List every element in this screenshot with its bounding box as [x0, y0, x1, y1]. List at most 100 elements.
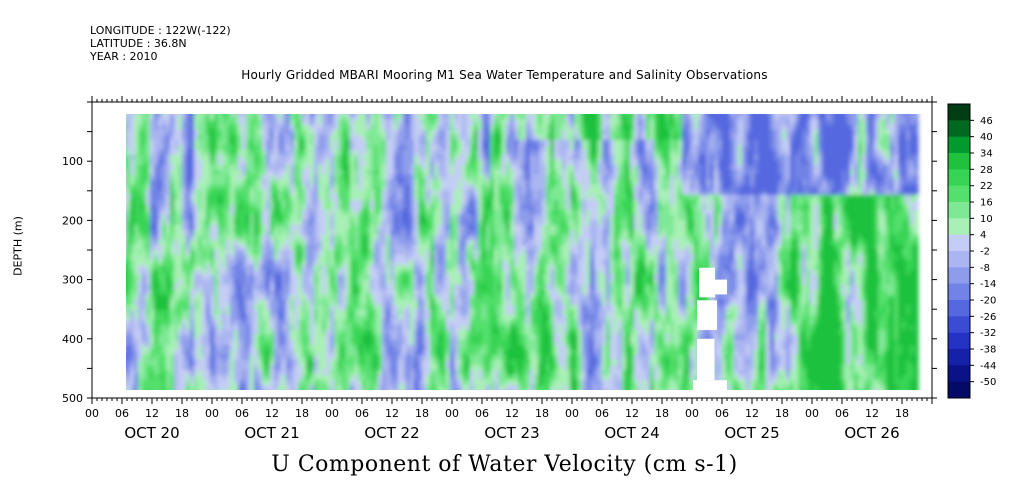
heatmap-cell [166, 114, 171, 116]
heatmap-cell [402, 289, 407, 296]
heatmap-cell [158, 379, 163, 386]
heatmap-cell [186, 314, 191, 321]
heatmap-cell [374, 344, 379, 351]
heatmap-cell [430, 289, 435, 296]
heatmap-cell [326, 294, 331, 301]
heatmap-cell [222, 254, 227, 261]
heatmap-cell [358, 299, 363, 306]
heatmap-cell [174, 189, 179, 196]
heatmap-cell [302, 219, 307, 226]
heatmap-cell [382, 324, 387, 331]
heatmap-cell [146, 269, 151, 276]
heatmap-cell [310, 164, 315, 171]
heatmap-cell [410, 284, 415, 291]
heatmap-cell [222, 304, 227, 311]
heatmap-cell [302, 349, 307, 356]
heatmap-cell [334, 239, 339, 246]
heatmap-cell [438, 219, 443, 226]
heatmap-cell [254, 239, 259, 246]
heatmap-cell [134, 369, 139, 376]
heatmap-cell [370, 249, 375, 256]
heatmap-cell [154, 209, 159, 216]
heatmap-cell [206, 189, 211, 196]
heatmap-cell [254, 364, 259, 371]
heatmap-cell [342, 159, 347, 166]
heatmap-cell [154, 314, 159, 321]
heatmap-cell [294, 269, 299, 276]
heatmap-cell [234, 229, 239, 236]
heatmap-cell [394, 164, 399, 171]
heatmap-cell [362, 114, 367, 121]
heatmap-cell [326, 204, 331, 211]
heatmap-cell [202, 149, 207, 156]
heatmap-cell [154, 284, 159, 291]
heatmap-cell [150, 349, 155, 356]
heatmap-cell [298, 264, 303, 271]
heatmap-cell [242, 184, 247, 191]
heatmap-cell [310, 359, 315, 366]
heatmap-cell [150, 384, 155, 390]
heatmap-cell [326, 214, 331, 221]
heatmap-cell [310, 354, 315, 361]
heatmap-cell [294, 169, 299, 176]
heatmap-cell [266, 264, 271, 271]
heatmap-cell [234, 134, 239, 141]
heatmap-cell [186, 354, 191, 361]
heatmap-cell [234, 379, 239, 386]
heatmap-cell [214, 389, 219, 390]
heatmap-cell [318, 234, 323, 241]
heatmap-cell [254, 289, 259, 296]
heatmap-cell [250, 259, 255, 266]
heatmap-cell [178, 119, 183, 126]
heatmap-cell [302, 154, 307, 161]
heatmap-cell [334, 214, 339, 221]
heatmap-cell [158, 349, 163, 356]
heatmap-cell [214, 269, 219, 276]
heatmap-cell [222, 264, 227, 271]
heatmap-cell [230, 369, 235, 376]
heatmap-cell [230, 389, 235, 390]
heatmap-cell [266, 179, 271, 186]
heatmap-cell [438, 259, 443, 266]
heatmap-cell [378, 154, 383, 161]
heatmap-cell [326, 184, 331, 191]
heatmap-cell [338, 299, 343, 306]
heatmap-cell [442, 189, 447, 196]
heatmap-cell [430, 174, 435, 181]
heatmap-cell [262, 149, 267, 156]
heatmap-cell [362, 284, 367, 291]
heatmap-cell [402, 229, 407, 236]
heatmap-cell [146, 114, 151, 116]
heatmap-cell [442, 114, 447, 116]
heatmap-cell [190, 144, 195, 151]
heatmap-cell [390, 314, 395, 321]
heatmap-cell [342, 129, 347, 136]
heatmap-cell [370, 179, 375, 186]
heatmap-cell [458, 204, 463, 211]
heatmap-cell [234, 254, 239, 261]
heatmap-cell [354, 389, 359, 390]
heatmap-cell [458, 249, 463, 256]
heatmap-cell [426, 259, 431, 266]
heatmap-cell [174, 134, 179, 141]
heatmap-cell [310, 119, 315, 126]
heatmap-cell [402, 264, 407, 271]
heatmap-cell [162, 129, 167, 136]
heatmap-cell [250, 364, 255, 371]
heatmap-cell [262, 124, 267, 131]
heatmap-cell [198, 304, 203, 311]
heatmap-cell [310, 334, 315, 341]
heatmap-cell [206, 124, 211, 131]
heatmap-cell [146, 184, 151, 191]
heatmap-cell [394, 234, 399, 241]
heatmap-cell [350, 134, 355, 141]
heatmap-cell [326, 219, 331, 226]
heatmap-cell [238, 114, 243, 121]
heatmap-cell [322, 254, 327, 261]
heatmap-cell [442, 119, 447, 126]
heatmap-cell [370, 354, 375, 361]
heatmap-cell [238, 299, 243, 306]
heatmap-cell [258, 204, 263, 211]
heatmap-cell [430, 169, 435, 176]
heatmap-field [126, 114, 919, 390]
